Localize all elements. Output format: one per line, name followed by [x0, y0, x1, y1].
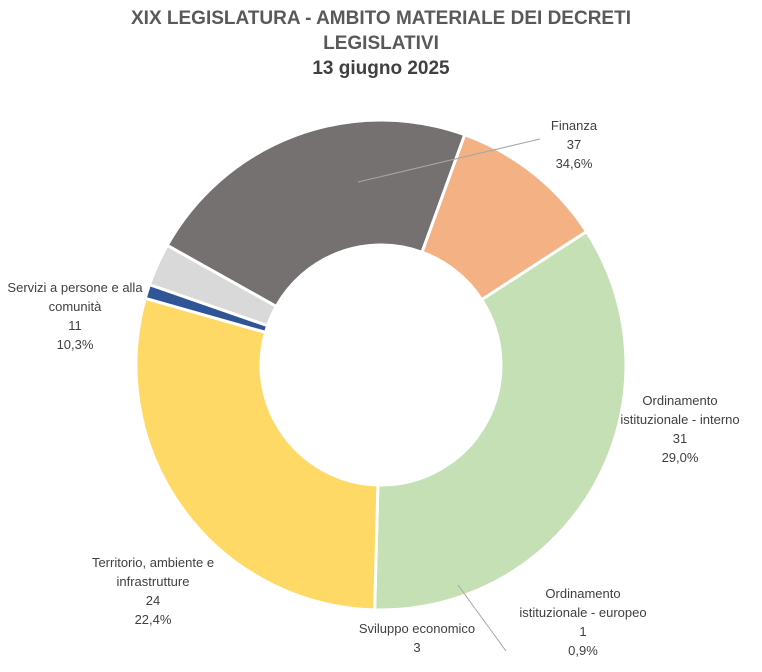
- data-label-line: Ordinamento: [642, 393, 718, 408]
- chart-title-line-1: XIX LEGISLATURA - AMBITO MATERIALE DEI D…: [131, 8, 631, 29]
- data-label-line: 37: [566, 137, 582, 152]
- slice-territorio-ambiente-e-infrastrutture: [165, 118, 467, 309]
- data-label-line: 0,9%: [568, 643, 598, 658]
- data-label-line: istituzionale - europeo: [519, 605, 647, 620]
- data-label-line: Finanza: [550, 118, 598, 133]
- data-label-line: infrastrutture: [116, 574, 190, 589]
- data-label-line: 1: [579, 624, 587, 639]
- data-label-line: istituzionale - interno: [620, 412, 740, 427]
- chart-subtitle: 13 giugno 2025: [312, 58, 450, 79]
- data-label-line: 11: [68, 318, 82, 333]
- data-label-line: 31: [672, 431, 688, 446]
- data-label-line: 34,6%: [555, 156, 593, 171]
- data-label-ordinamento-istituzionale-interno: Ordinamento istituzionale - interno 31 29,0…: [570, 391, 762, 467]
- data-label-line: 22,4%: [134, 612, 172, 627]
- data-label-line: Territorio, ambiente e: [91, 555, 215, 570]
- data-label-line: Ordinamento: [545, 586, 621, 601]
- slice-ordinamento-istituzionale-interno: [134, 296, 380, 612]
- data-label-ordinamento-istituzionale-europeo: Ordinamento istituzionale - europeo 1 0,9%: [473, 584, 693, 660]
- data-label-line: Servizi a persone e alla: [7, 280, 143, 295]
- leader-line-finanza: [357, 138, 541, 183]
- leader-line-ordinamento-istituzionale-europeo: [457, 584, 507, 652]
- data-label-line: 3: [413, 640, 421, 655]
- data-label-sviluppo-economico: Sviluppo economico 3: [307, 619, 527, 657]
- data-label-finanza: Finanza 37 34,6%: [464, 116, 684, 173]
- chart-title-line-2: LEGISLATIVI: [323, 33, 439, 54]
- data-label-line: 10,3%: [56, 337, 94, 352]
- data-label-servizi-a-persone-e-alla-comunita: Servizi a persone e alla comunità 11 10,3%: [0, 278, 185, 354]
- data-label-line: Sviluppo economico: [358, 621, 476, 636]
- chart-title: XIX LEGISLATURA - AMBITO MATERIALE DEI D…: [0, 6, 762, 81]
- slice-finanza: [373, 229, 628, 612]
- data-label-territorio-ambiente-e-infrastrutture: Territorio, ambiente e infrastrutture 24 22…: [43, 553, 263, 629]
- data-label-line: 24: [145, 593, 161, 608]
- data-label-line: comunità: [48, 299, 102, 314]
- slice-servizi-a-persone-e-alla-comunita: [420, 132, 589, 302]
- data-label-line: 29,0%: [661, 450, 699, 465]
